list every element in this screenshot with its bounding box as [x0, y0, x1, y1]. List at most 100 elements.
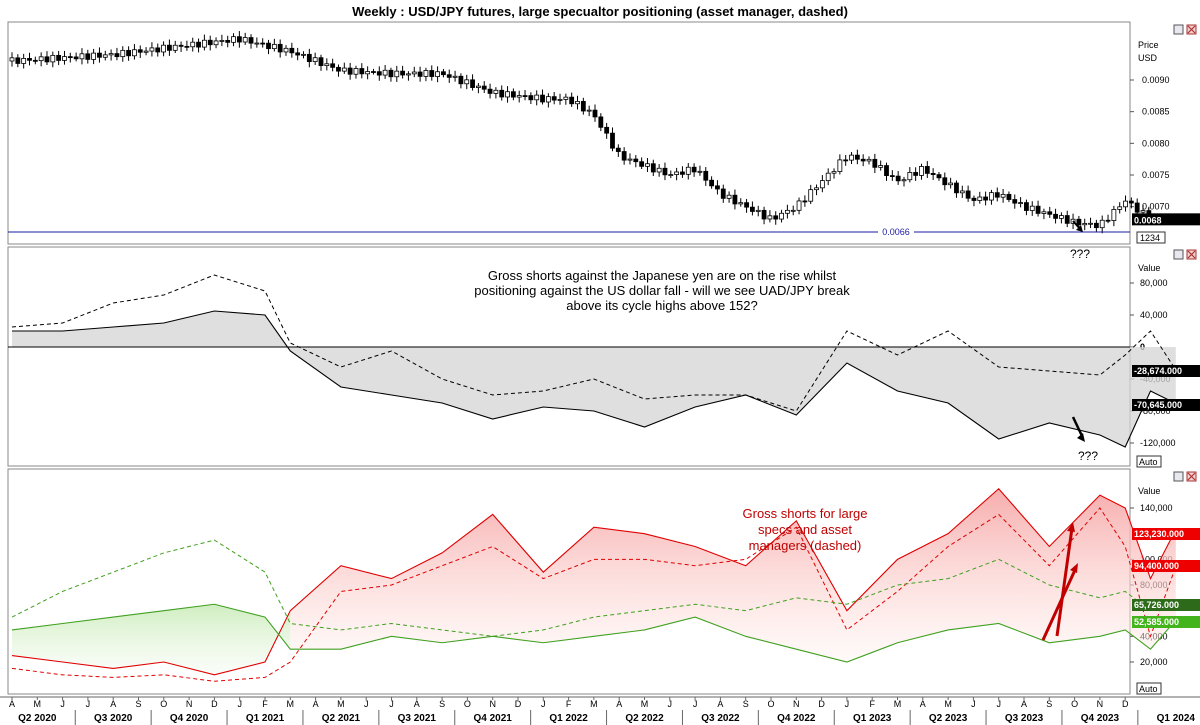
candle-body: [441, 71, 446, 76]
am-shorts-line: [11, 507, 1177, 682]
quarter-label: Q4 2022: [777, 713, 816, 724]
candle-body: [114, 53, 120, 58]
quarter-label: Q4 2020: [170, 713, 209, 724]
candle-body: [1082, 223, 1088, 226]
candle-body: [732, 194, 738, 205]
month-label: A: [1021, 699, 1027, 709]
candle-body: [56, 54, 62, 61]
month-label: J: [237, 699, 242, 709]
candle-body: [1064, 215, 1070, 224]
candle-body: [143, 50, 149, 53]
month-label: O: [767, 699, 774, 709]
quarter-label: Q3 2023: [1005, 713, 1044, 724]
candle-body: [289, 47, 295, 54]
net-auto-label: Auto: [1139, 457, 1158, 467]
panels-layer: Price USD 0.0090 0.0085 0.0080 0.0075 0.0070 0.…: [7, 21, 1200, 695]
month-label: D: [1122, 699, 1129, 709]
candle-body: [108, 53, 114, 56]
candle-body: [569, 96, 575, 105]
quarter-label: Q2 2020: [18, 713, 57, 724]
candle-body: [50, 54, 56, 63]
candle-body: [1012, 199, 1018, 204]
candle-body: [312, 57, 318, 63]
net-arrow-head: [1077, 433, 1085, 442]
candle-body: [172, 44, 178, 51]
candle-body: [784, 209, 790, 214]
candle-body: [423, 70, 429, 77]
month-label: S: [439, 699, 445, 709]
net-annotation-line: Gross shorts against the Japanese yen ar…: [488, 268, 837, 283]
price-tick-label: 0.0090: [1142, 75, 1170, 85]
price-arrow-head: [1076, 225, 1083, 232]
month-label: J: [60, 699, 65, 709]
spec-shorts-line: [11, 487, 1177, 676]
candle-body: [1000, 193, 1006, 198]
net-question: ???: [1078, 449, 1098, 463]
month-label: J: [389, 699, 394, 709]
quarter-label: Q1 2023: [853, 713, 892, 724]
candle-body: [283, 47, 289, 53]
price-question: ???: [1070, 247, 1090, 261]
quarter-label: Q4 2021: [474, 713, 513, 724]
net-am-badge-label: -28,674.000: [1134, 366, 1182, 376]
candle-body: [1076, 218, 1082, 226]
month-label: A: [110, 699, 116, 709]
candle-body: [499, 89, 505, 98]
candle-body: [942, 177, 948, 186]
spec-shorts-arrow: [1055, 527, 1074, 637]
month-label: F: [262, 699, 268, 709]
quarter-label: Q3 2021: [398, 713, 437, 724]
candle-body: [1029, 205, 1035, 211]
candle-body: [621, 151, 627, 161]
candle-body: [645, 163, 650, 167]
volume-badge: [1136, 231, 1166, 244]
candle-body: [242, 37, 248, 43]
candle-body: [563, 96, 569, 100]
candle-body: [796, 200, 802, 211]
candle-body: [1047, 211, 1053, 215]
candle-body: [878, 165, 884, 168]
month-label: N: [1097, 699, 1104, 709]
candle-body: [446, 74, 452, 78]
quarter-label: Q2 2023: [929, 713, 968, 724]
candle-body: [21, 58, 27, 64]
candle-body: [814, 187, 819, 191]
candle-body: [650, 163, 656, 173]
am-shorts-badge: [1132, 560, 1200, 572]
candle-body: [819, 180, 825, 189]
gross-annotation-line: Gross shorts for large: [743, 506, 868, 521]
candle-body: [452, 75, 458, 78]
candle-body: [557, 99, 563, 101]
candle-body: [394, 70, 400, 78]
candle-body: [254, 42, 260, 45]
candle-body: [79, 53, 85, 60]
candle-body: [837, 159, 843, 172]
spec-longs-badge: [1132, 616, 1200, 628]
candle-body: [201, 39, 207, 48]
candle-body: [971, 197, 977, 201]
candle-body: [207, 39, 213, 46]
candle-body: [371, 71, 376, 73]
candle-body: [954, 182, 959, 194]
candle-body: [9, 57, 15, 62]
candle-body: [376, 71, 382, 76]
candle-body: [266, 42, 271, 50]
candle-body: [913, 172, 919, 176]
month-label: J: [693, 699, 698, 709]
candle-body: [102, 54, 108, 58]
candle-body: [540, 94, 545, 103]
candle-body: [738, 202, 744, 205]
candle-body: [435, 71, 440, 77]
candle-body: [67, 56, 73, 59]
candle-body: [790, 209, 796, 212]
net-arrow: [1071, 416, 1084, 437]
candle-body: [884, 165, 889, 176]
candle-body: [627, 158, 633, 161]
candle-body: [808, 189, 814, 202]
candle-body: [336, 66, 341, 72]
candle-body: [1024, 202, 1029, 211]
candle-body: [161, 44, 166, 53]
month-label: M: [337, 699, 345, 709]
gross-annotation-line: specs and asset: [758, 522, 852, 537]
candle-body: [843, 159, 849, 162]
